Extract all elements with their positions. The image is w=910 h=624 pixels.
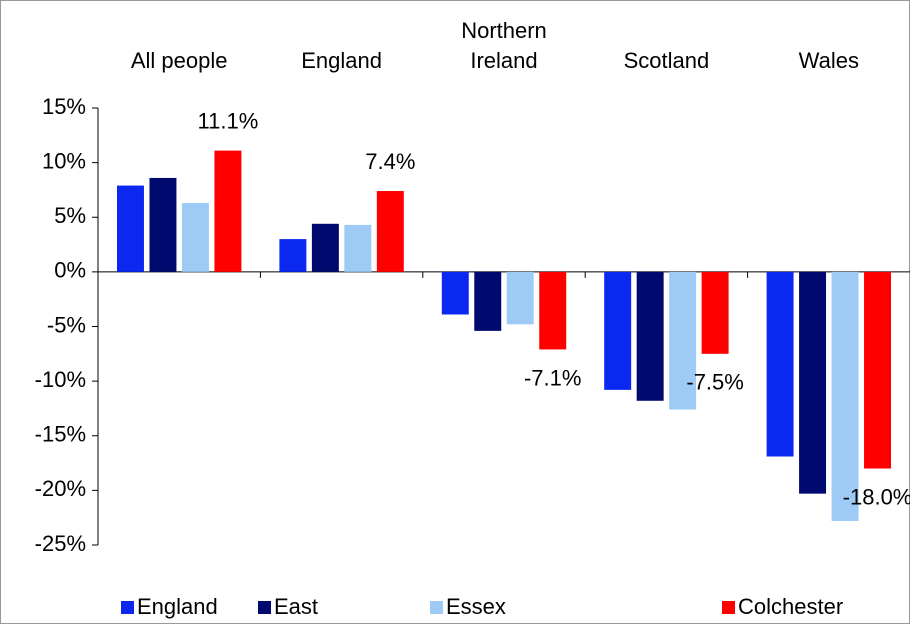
bar	[311, 223, 339, 272]
legend-label: Essex	[446, 594, 506, 619]
bar	[864, 271, 891, 469]
bar	[669, 271, 697, 410]
legend-label: England	[137, 594, 218, 619]
bar	[279, 239, 307, 272]
bar	[636, 271, 664, 401]
y-tick-label: 5%	[54, 203, 86, 228]
y-tick-label: -5%	[47, 312, 86, 337]
bar	[214, 150, 242, 272]
bar	[344, 224, 372, 272]
y-tick-label: 15%	[42, 94, 86, 119]
data-label: 7.4%	[365, 149, 415, 174]
y-tick-label: 10%	[42, 148, 86, 173]
x-tick-label-line: Northern	[461, 18, 547, 43]
bar	[149, 177, 177, 272]
bar	[831, 271, 859, 521]
legend-label: East	[274, 594, 318, 619]
data-label: -7.1%	[524, 365, 581, 390]
y-tick-label: -15%	[35, 422, 86, 447]
bar	[181, 203, 209, 272]
legend-swatch	[430, 601, 443, 614]
y-tick-label: -20%	[35, 476, 86, 501]
y-tick-label: -25%	[35, 531, 86, 556]
x-tick-label: All people	[131, 48, 228, 73]
data-label: -7.5%	[686, 370, 743, 395]
y-tick-label: -10%	[35, 367, 86, 392]
x-tick-label: Wales	[799, 48, 859, 73]
y-tick-label: 0%	[54, 258, 86, 283]
bar	[539, 271, 567, 350]
bar	[376, 191, 404, 272]
legend-swatch	[258, 601, 271, 614]
bar	[766, 271, 794, 457]
x-tick-label: England	[301, 48, 382, 73]
bar	[474, 271, 502, 331]
x-tick-label: Northern Ireland	[461, 18, 547, 73]
legend-swatch	[722, 601, 735, 614]
bar	[117, 185, 144, 272]
legend-label: Colchester	[738, 594, 843, 619]
bar	[701, 271, 729, 354]
data-label: 11.1%	[198, 108, 259, 133]
bar	[441, 271, 469, 315]
bar	[604, 271, 632, 390]
data-label: -18.0%	[843, 484, 910, 509]
x-tick-label: Scotland	[624, 48, 710, 73]
bar	[799, 271, 827, 494]
legend-swatch	[121, 601, 134, 614]
bar	[506, 271, 534, 325]
x-tick-label-line: Ireland	[470, 48, 537, 73]
